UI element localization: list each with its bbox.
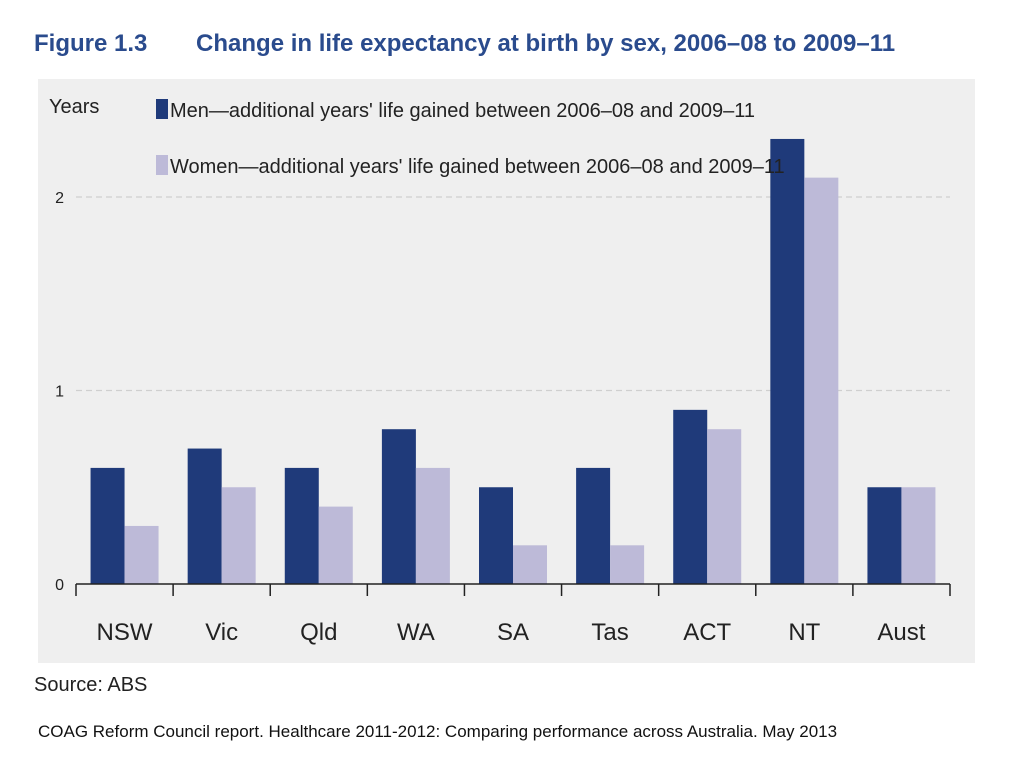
x-tick-label: Aust	[877, 619, 925, 646]
x-tick-label: Vic	[205, 619, 238, 646]
x-tick-label: SA	[497, 619, 529, 646]
bar-men	[576, 467, 611, 584]
bar-women	[901, 487, 936, 584]
bar-women	[513, 545, 547, 584]
source-note: Source: ABS	[34, 674, 148, 696]
bar-men	[867, 487, 902, 584]
legend-entry: Women—additional years' life gained betw…	[170, 156, 785, 178]
x-tick-label: WA	[397, 619, 435, 646]
bar-women	[318, 506, 353, 584]
x-tick-label: NT	[788, 619, 820, 646]
bar-women	[124, 525, 159, 584]
y-axis-label: Years	[49, 96, 99, 118]
bar-men	[284, 467, 319, 584]
bar-men	[90, 467, 125, 584]
bar-women	[707, 429, 742, 584]
figure-header: Figure 1.3 Change in life expectancy at …	[34, 30, 895, 58]
figure-title: Change in life expectancy at birth by se…	[196, 30, 896, 57]
x-tick-label: NSW	[97, 619, 153, 646]
bar-women	[610, 545, 645, 584]
y-tick-label: 1	[55, 384, 64, 401]
bar-women	[415, 467, 450, 584]
bar-men	[479, 487, 513, 584]
citation-text: COAG Reform Council report. Healthcare 2…	[38, 722, 838, 741]
x-tick-label: ACT	[683, 619, 731, 646]
legend-entry: Men—additional years' life gained betwee…	[170, 100, 755, 122]
bar-women	[221, 487, 256, 584]
figure-number: Figure 1.3	[34, 30, 148, 57]
bar-men	[187, 448, 222, 584]
x-tick-label: Tas	[591, 619, 628, 646]
y-tick-label: 0	[55, 577, 64, 594]
bar-women	[804, 177, 839, 584]
y-tick-label: 2	[55, 190, 64, 207]
bar-men	[770, 138, 805, 584]
x-tick-label: Qld	[300, 619, 337, 646]
legend-swatch	[156, 155, 168, 175]
bar-men	[673, 409, 708, 584]
bar-men	[381, 429, 416, 584]
legend-swatch	[156, 99, 168, 119]
